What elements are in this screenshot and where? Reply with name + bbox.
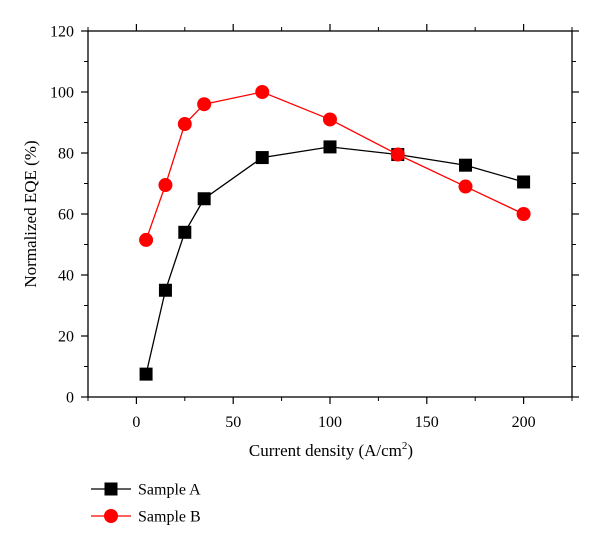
x-tick-label: 50 bbox=[225, 414, 241, 431]
x-tick-label: 100 bbox=[318, 414, 342, 431]
legend-item: Sample B bbox=[91, 509, 201, 526]
x-axis-ticks: 0 50 100 150 200 bbox=[87, 24, 573, 431]
x-axis-title: Current density (A/cm2) bbox=[249, 440, 413, 460]
data-point bbox=[178, 225, 192, 239]
legend-label: Sample B bbox=[138, 509, 201, 526]
data-point bbox=[458, 179, 473, 194]
y-tick-label: 0 bbox=[66, 390, 74, 407]
legend: Sample A Sample B bbox=[91, 482, 201, 526]
x-tick-label: 200 bbox=[512, 414, 536, 431]
y-tick-label: 80 bbox=[58, 146, 74, 163]
y-tick-label: 60 bbox=[58, 207, 74, 224]
y-tick-label: 40 bbox=[58, 268, 74, 285]
legend-label: Sample A bbox=[138, 482, 201, 499]
y-axis-ticks: 0 20 40 60 80 100 120 bbox=[50, 24, 579, 407]
series-sample-a bbox=[139, 140, 531, 381]
data-point bbox=[255, 85, 270, 99]
x-tick-label: 150 bbox=[415, 414, 439, 431]
plot-frame bbox=[87, 30, 573, 398]
data-point bbox=[139, 367, 153, 381]
series-layer bbox=[139, 85, 531, 381]
data-point bbox=[516, 207, 531, 221]
data-point bbox=[323, 112, 337, 127]
x-tick-label: 0 bbox=[132, 414, 140, 431]
data-point bbox=[459, 158, 473, 172]
y-tick-label: 20 bbox=[58, 329, 74, 346]
data-point bbox=[390, 147, 405, 162]
data-point bbox=[197, 192, 211, 206]
data-point bbox=[158, 178, 173, 193]
data-point bbox=[139, 232, 154, 247]
data-point bbox=[255, 151, 269, 165]
y-tick-label: 120 bbox=[50, 24, 74, 41]
y-axis-title: Normalized EQE (%) bbox=[21, 140, 40, 287]
data-point bbox=[158, 283, 172, 297]
x-axis-title-close: ) bbox=[407, 441, 413, 460]
data-point bbox=[177, 117, 192, 132]
legend-marker bbox=[104, 509, 118, 523]
legend-item: Sample A bbox=[91, 482, 201, 499]
x-axis-title-superscript: 2 bbox=[402, 440, 408, 452]
y-tick-label: 100 bbox=[50, 85, 74, 102]
data-point bbox=[323, 140, 337, 154]
x-axis-title-main: Current density (A/cm bbox=[249, 441, 402, 460]
legend-marker bbox=[104, 482, 118, 496]
series-sample-b bbox=[139, 85, 531, 247]
data-point bbox=[197, 97, 212, 112]
data-point bbox=[517, 175, 531, 189]
